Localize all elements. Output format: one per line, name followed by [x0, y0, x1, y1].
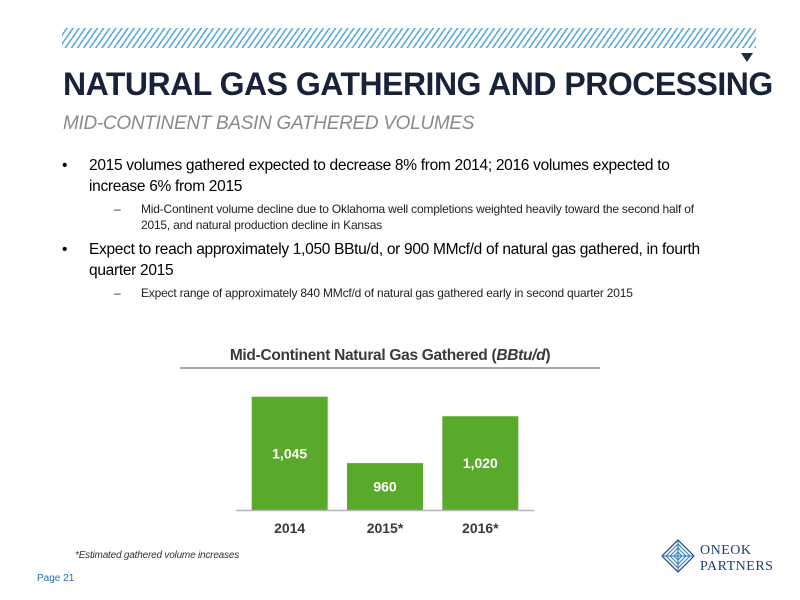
company-logo: ONEOK PARTNERS [660, 538, 774, 578]
sub-bullet-dash: – [114, 202, 121, 216]
logo-text-oneok: ONEOK [700, 543, 752, 558]
triangle-down-icon [741, 53, 753, 62]
bullet-dot: • [62, 241, 68, 258]
bullet-item: • 2015 volumes gathered expected to decr… [62, 155, 712, 197]
chart-title: Mid-Continent Natural Gas Gathered (BBtu… [180, 347, 600, 365]
sub-bullet-item: – Expect range of approximately 840 MMcf… [62, 285, 712, 301]
bar-2015 [347, 463, 423, 510]
page-title: NATURAL GAS GATHERING AND PROCESSING [63, 66, 773, 102]
sub-bullet-dash: – [114, 286, 121, 300]
bar-2016 [442, 416, 519, 510]
sub-bullet-text: Expect range of approximately 840 MMcf/d… [141, 286, 633, 300]
bullet-dot: • [62, 157, 68, 174]
footnote: *Estimated gathered volume increases [75, 550, 240, 561]
bullet-item: • Expect to reach approximately 1,050 BB… [62, 239, 712, 281]
bullet-text: Expect to reach approximately 1,050 BBtu… [89, 241, 700, 279]
bar-value-label: 1,020 [463, 455, 498, 471]
bar-2014 [251, 396, 328, 510]
x-tick-label: 2014 [274, 520, 305, 536]
oneok-logo-icon [661, 539, 695, 573]
bar-value-label: 960 [373, 479, 397, 495]
header-hatch-decoration [62, 28, 756, 48]
x-tick-label: 2016* [462, 520, 499, 536]
bullet-list: • 2015 volumes gathered expected to decr… [62, 155, 712, 301]
page-number: Page 21 [37, 573, 75, 584]
chart-title-unit: BBtu/d [496, 347, 546, 364]
logo-text-partners: PARTNERS [700, 559, 774, 574]
bullet-text: 2015 volumes gathered expected to decrea… [89, 157, 670, 195]
chart-title-text: Mid-Continent Natural Gas Gathered ( [229, 347, 497, 364]
bar-value-label: 1,045 [272, 445, 307, 461]
sub-bullet-item: – Mid-Continent volume decline due to Ok… [62, 201, 712, 233]
page-subtitle: MID-CONTINENT BASIN GATHERED VOLUMES [63, 113, 475, 134]
x-tick-label: 2015* [367, 520, 404, 536]
sub-bullet-text: Mid-Continent volume decline due to Okla… [141, 202, 694, 232]
chart-title-close: ) [545, 347, 551, 364]
